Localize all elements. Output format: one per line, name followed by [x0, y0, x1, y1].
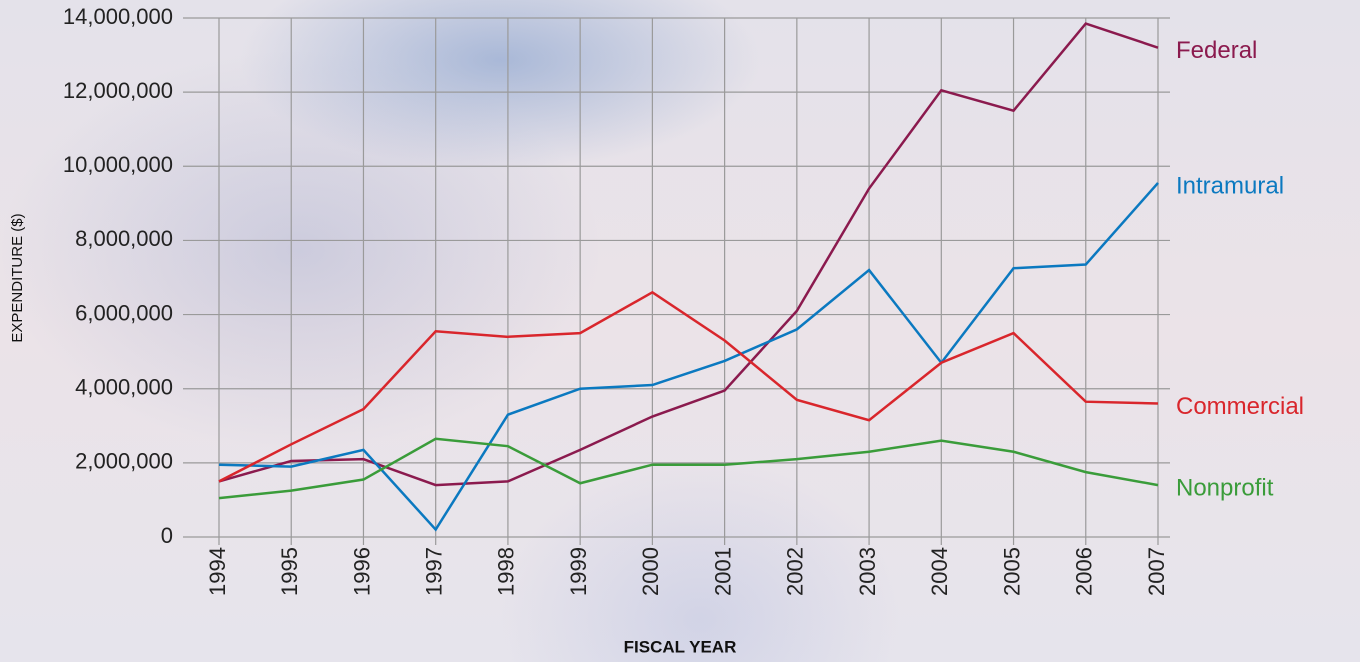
x-tick-label: 1996: [349, 547, 374, 596]
y-tick-label: 10,000,000: [63, 152, 173, 177]
x-tick-label: 2000: [638, 547, 663, 596]
series-line: [218, 290, 1159, 483]
y-tick-label: 14,000,000: [63, 4, 173, 29]
x-tick-label: 2003: [855, 547, 880, 596]
series-label: Intramural: [1176, 172, 1284, 199]
series-label: Commercial: [1176, 393, 1304, 420]
x-tick-label: 1995: [277, 547, 302, 596]
y-tick-label: 12,000,000: [63, 78, 173, 103]
x-tick-label: 1997: [422, 547, 447, 596]
x-tick-label: 2001: [710, 547, 735, 596]
series-label: Federal: [1176, 37, 1257, 64]
y-tick-label: 8,000,000: [75, 226, 173, 251]
y-tick-label: 6,000,000: [75, 300, 173, 325]
y-tick-label: 2,000,000: [75, 449, 173, 474]
y-tick-label: 0: [161, 523, 173, 548]
series-line: [218, 437, 1159, 500]
y-axis-label: EXPENDITURE ($): [9, 213, 26, 342]
x-tick-label: 1998: [494, 547, 519, 596]
x-tick-label: 1999: [566, 547, 591, 596]
x-tick-label: 2002: [783, 547, 808, 596]
series-line: [218, 182, 1159, 532]
x-tick-label: 2004: [927, 547, 952, 596]
x-axis-label: FISCAL YEAR: [624, 637, 737, 656]
x-tick-label: 2007: [1144, 547, 1169, 596]
x-tick-label: 2006: [1072, 547, 1097, 596]
x-tick-label: 2005: [999, 547, 1024, 596]
series-label: Nonprofit: [1176, 474, 1274, 501]
x-tick-label: 1994: [205, 547, 230, 596]
series-line: [218, 22, 1159, 487]
y-tick-label: 4,000,000: [75, 375, 173, 400]
